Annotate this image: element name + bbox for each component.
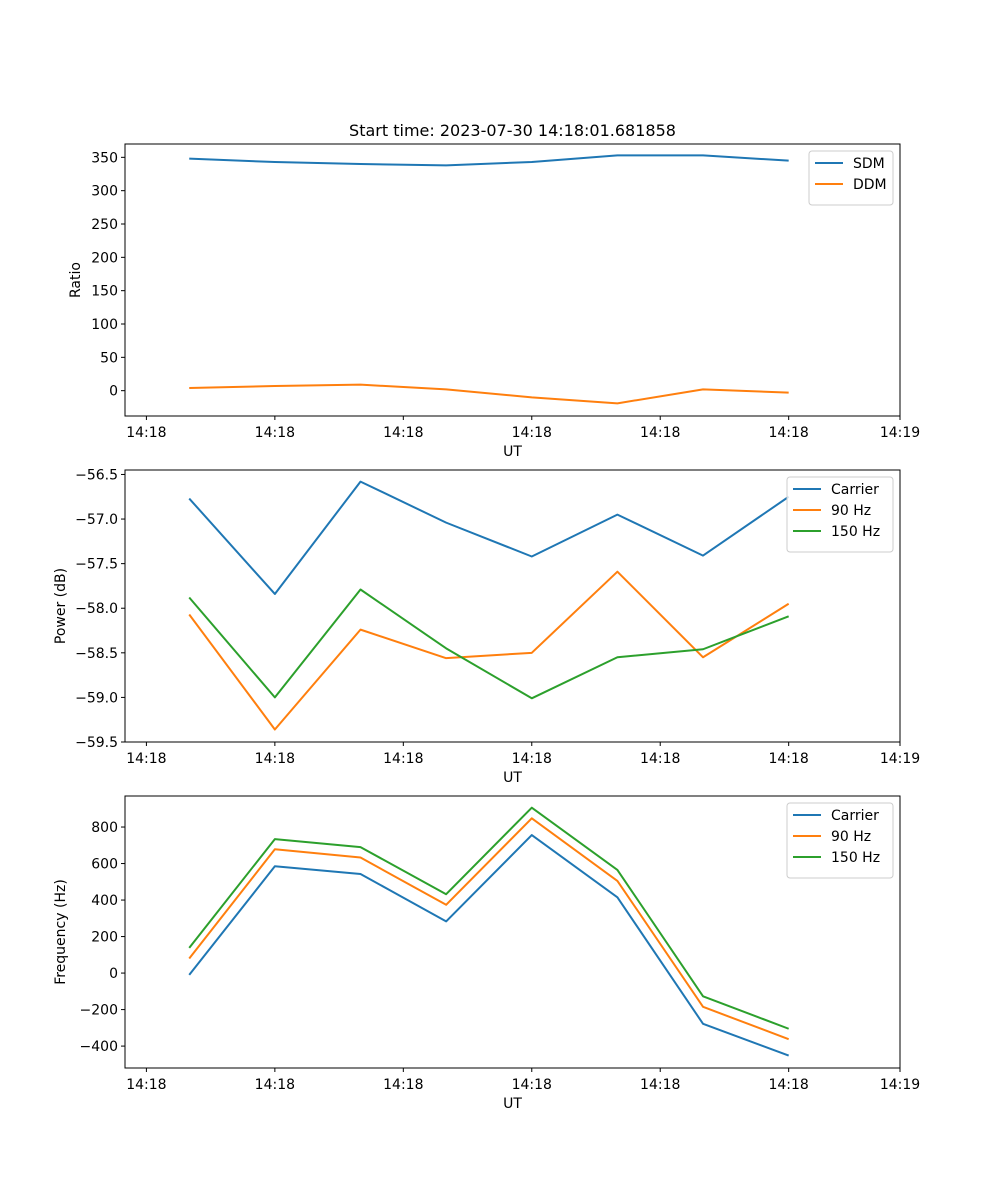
- x-tick-label: 14:18: [383, 425, 423, 441]
- legend-label-150-hz: 150 Hz: [831, 524, 880, 540]
- y-tick-label: 800: [91, 820, 118, 836]
- figure-title: Start time: 2023-07-30 14:18:01.681858: [349, 121, 676, 140]
- y-tick-label: −56.5: [75, 467, 118, 483]
- legend-label-ddm: DDM: [853, 177, 887, 193]
- y-axis-label: Ratio: [68, 262, 84, 298]
- y-tick-label: 250: [91, 217, 118, 233]
- series-line-sdm: [189, 154, 789, 167]
- x-tick-label: 14:18: [255, 1077, 295, 1093]
- x-tick-label: 14:18: [255, 425, 295, 441]
- y-tick-label: −59.5: [75, 735, 118, 751]
- y-tick-label: 50: [100, 350, 118, 366]
- legend-box: [786, 802, 894, 879]
- x-tick-label: 14:18: [768, 425, 808, 441]
- y-tick-label: 150: [91, 284, 118, 300]
- legend-label-90-hz: 90 Hz: [831, 503, 871, 519]
- legend: SDM DDM: [808, 150, 894, 206]
- x-tick-label: 14:18: [640, 1077, 680, 1093]
- y-tick-label: −58.0: [75, 601, 118, 617]
- x-tick-label: 14:19: [880, 425, 920, 441]
- legend-label-carrier: Carrier: [831, 482, 879, 498]
- y-tick-label: 200: [91, 930, 118, 946]
- y-tick-label: −57.0: [75, 512, 118, 528]
- legend-label-carrier: Carrier: [831, 808, 879, 824]
- x-tick-label: 14:18: [126, 425, 166, 441]
- x-tick-label: 14:18: [512, 751, 552, 767]
- y-tick-label: −57.5: [75, 557, 118, 573]
- x-axis-label: UT: [503, 770, 522, 786]
- legend: Carrier 90 Hz 150 Hz: [786, 802, 894, 879]
- series-line-carrier: [188, 834, 790, 1057]
- x-tick-label: 14:18: [383, 1077, 423, 1093]
- y-tick-label: 400: [91, 893, 118, 909]
- x-tick-label: 14:18: [640, 751, 680, 767]
- legend-box: [808, 150, 894, 206]
- x-tick-label: 14:19: [880, 1077, 920, 1093]
- series-line-90-hz: [188, 570, 790, 731]
- x-tick-label: 14:18: [768, 751, 808, 767]
- power-panel: 14:18 14:18 14:18 14:18 14:18 14:18 14:19 −59.5…: [53, 467, 920, 786]
- series-line-90-hz: [188, 817, 790, 1041]
- y-tick-label: 0: [109, 384, 118, 400]
- y-tick-label: −400: [80, 1039, 118, 1055]
- legend-box: [786, 476, 894, 553]
- y-tick-label: 300: [91, 184, 118, 200]
- x-tick-label: 14:18: [512, 425, 552, 441]
- legend-label-90-hz: 90 Hz: [831, 829, 871, 845]
- y-tick-label: 100: [91, 317, 118, 333]
- y-tick-label: −58.5: [75, 646, 118, 662]
- x-tick-label: 14:18: [126, 751, 166, 767]
- series-line-150-hz: [188, 806, 790, 1030]
- series-line-150-hz: [188, 588, 790, 700]
- x-tick-label: 14:18: [383, 751, 423, 767]
- plot-area: [124, 143, 901, 417]
- y-axis-label: Frequency (Hz): [53, 879, 69, 985]
- x-tick-label: 14:18: [255, 751, 295, 767]
- x-tick-label: 14:18: [126, 1077, 166, 1093]
- plot-area: [124, 469, 901, 743]
- legend-label-150-hz: 150 Hz: [831, 850, 880, 866]
- series-line-carrier: [188, 480, 790, 595]
- y-tick-label: −200: [80, 1003, 118, 1019]
- legend-label-sdm: SDM: [853, 156, 885, 172]
- y-tick-label: 200: [91, 250, 118, 266]
- x-tick-label: 14:19: [880, 751, 920, 767]
- y-axis-label: Power (dB): [53, 568, 69, 644]
- x-tick-label: 14:18: [512, 1077, 552, 1093]
- series-line-ddm: [189, 383, 789, 405]
- x-axis-label: UT: [503, 444, 522, 460]
- y-tick-label: 350: [91, 150, 118, 166]
- x-axis-label: UT: [503, 1096, 522, 1112]
- legend: Carrier 90 Hz 150 Hz: [786, 476, 894, 553]
- y-tick-label: −59.0: [75, 690, 118, 706]
- x-tick-label: 14:18: [640, 425, 680, 441]
- x-tick-label: 14:18: [768, 1077, 808, 1093]
- y-tick-label: 0: [109, 966, 118, 982]
- y-tick-label: 600: [91, 857, 118, 873]
- frequency-panel: 14:18 14:18 14:18 14:18 14:18 14:18 14:19 −400 −…: [53, 795, 920, 1112]
- ratio-panel: 14:18 14:18 14:18 14:18 14:18 14:18 14:19 0 50 10…: [68, 143, 920, 460]
